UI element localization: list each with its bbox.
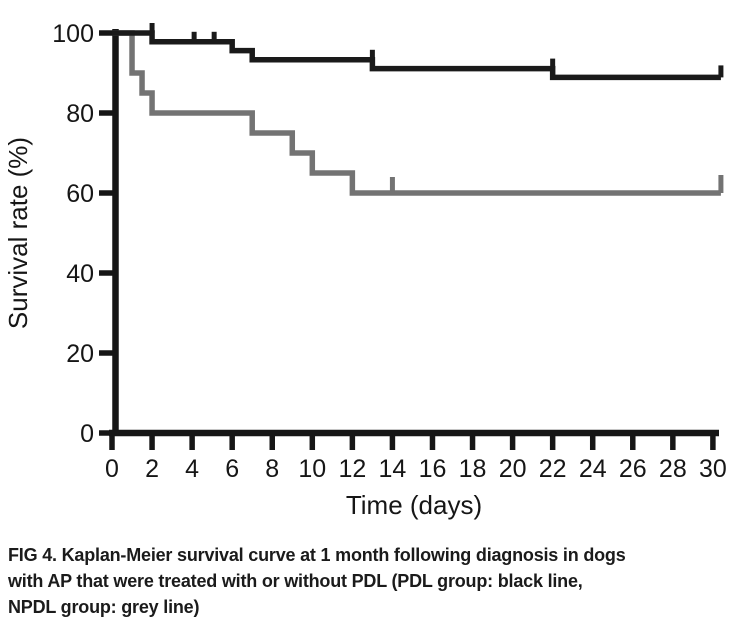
survival-curve-npdl-group (112, 30, 721, 196)
x-tick-label: 12 (338, 455, 366, 483)
x-tick-label: 0 (105, 455, 119, 483)
x-tick-label: 10 (298, 455, 326, 483)
y-tick-label: 60 (66, 180, 94, 208)
x-tick-label: 2 (145, 455, 159, 483)
x-tick-label: 22 (539, 455, 567, 483)
x-tick-label: 24 (579, 455, 607, 483)
x-tick-label: 20 (499, 455, 527, 483)
x-tick-label: 4 (185, 455, 199, 483)
x-tick-label: 26 (619, 455, 647, 483)
y-tick-label: 80 (66, 100, 94, 128)
figure-caption: FIG 4. Kaplan-Meier survival curve at 1 … (0, 538, 740, 620)
caption-line-3: NPDL group: grey line) (8, 597, 200, 617)
caption-line-1: FIG 4. Kaplan-Meier survival curve at 1 … (8, 545, 626, 565)
y-tick-label: 40 (66, 260, 94, 288)
y-tick-label: 100 (52, 20, 94, 48)
x-tick-label: 16 (419, 455, 447, 483)
x-tick-label: 18 (459, 455, 487, 483)
survival-curve-pdl-group (112, 30, 721, 81)
x-tick-label: 14 (379, 455, 407, 483)
y-axis-title: Survival rate (%) (3, 137, 33, 329)
axes (109, 29, 719, 437)
caption-line-2: with AP that were treated with or withou… (8, 571, 583, 591)
y-tick-label: 20 (66, 340, 94, 368)
x-tick-label: 6 (225, 455, 239, 483)
y-tick-label: 0 (80, 420, 94, 448)
survival-curves (112, 23, 724, 196)
x-tick-label: 30 (699, 455, 727, 483)
x-tick-label: 28 (659, 455, 687, 483)
x-tick-label: 8 (265, 455, 279, 483)
x-axis-title: Time (days) (346, 490, 482, 520)
